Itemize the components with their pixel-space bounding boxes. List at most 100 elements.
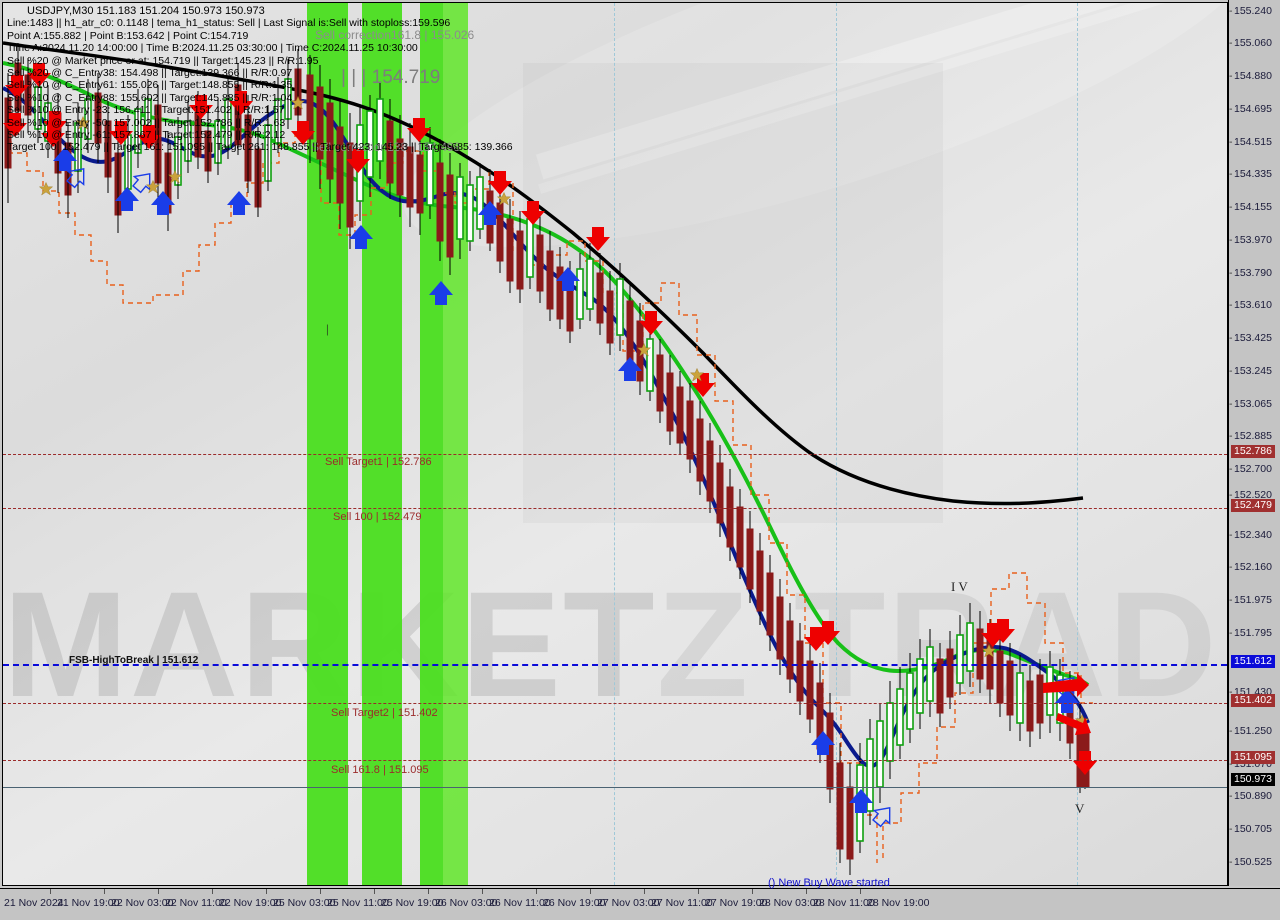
price-tick: -155.060 bbox=[1229, 37, 1272, 49]
day-separator bbox=[1077, 3, 1078, 885]
price-tick: -154.880 bbox=[1229, 70, 1272, 82]
chart-info-overlay: USDJPY,M30 151.183 151.204 150.973 150.9… bbox=[7, 5, 513, 154]
level-label-sell-target1: Sell Target1 | 152.786 bbox=[325, 456, 432, 468]
price-tick: -153.425 bbox=[1229, 332, 1272, 344]
time-separator bbox=[428, 889, 429, 894]
time-tick: 26 Nov 19:00 bbox=[543, 897, 606, 909]
price-tick: -150.705 bbox=[1229, 823, 1272, 835]
float-label-entry-price: | | | 154.719 bbox=[341, 67, 441, 88]
time-separator bbox=[482, 889, 483, 894]
price-badge-sell-target2: 151.402 bbox=[1231, 694, 1275, 707]
level-line-sell-target1 bbox=[3, 454, 1227, 455]
level-line-fsb-hightobreak bbox=[3, 664, 1227, 666]
time-tick: 25 Nov 11:00 bbox=[327, 897, 389, 909]
time-separator bbox=[698, 889, 699, 894]
price-badge-fsb: 151.612 bbox=[1231, 655, 1275, 668]
time-tick: 27 Nov 19:00 bbox=[705, 897, 768, 909]
signal-arrows bbox=[3, 63, 1097, 828]
info-line-9: Sell %10 @ Entry -50: 157.002 || Target:… bbox=[7, 116, 286, 129]
day-separator bbox=[614, 3, 615, 885]
price-tick: -154.515 bbox=[1229, 136, 1272, 148]
time-separator bbox=[212, 889, 213, 894]
price-tick: -152.885 bbox=[1229, 430, 1272, 442]
time-separator bbox=[104, 889, 105, 894]
symbol-ohlc-line: USDJPY,M30 151.183 151.204 150.973 150.9… bbox=[27, 5, 265, 17]
info-line-4: Sell %20 @ Market price or at: 154.719 |… bbox=[7, 54, 319, 67]
level-line-current-price bbox=[3, 787, 1227, 788]
price-tick: -150.525 bbox=[1229, 856, 1272, 868]
price-tick: -151.975 bbox=[1229, 594, 1272, 606]
price-tick: -153.970 bbox=[1229, 234, 1272, 246]
price-tick: -152.700 bbox=[1229, 463, 1272, 475]
time-tick: 27 Nov 03:00 bbox=[597, 897, 660, 909]
level-label-sell-target2: Sell Target2 | 151.402 bbox=[331, 707, 438, 719]
info-line-8: Sell %10 @ Entry -23: 156.411 || Target:… bbox=[7, 104, 285, 117]
price-tick: -153.610 bbox=[1229, 299, 1272, 311]
price-tick: -150.890 bbox=[1229, 790, 1272, 802]
info-line-3: Time A:2024.11.20 14:00:00 | Time B:2024… bbox=[7, 42, 418, 55]
info-line-1: Line:1483 || h1_atr_c0: 0.1148 | tema_h1… bbox=[7, 17, 451, 30]
info-line-7: Sell %10 @ C_Entry88: 155.602 || Target:… bbox=[7, 91, 293, 104]
time-separator bbox=[266, 889, 267, 894]
time-tick: 28 Nov 03:00 bbox=[759, 897, 822, 909]
wave-marker-iv: I V bbox=[951, 579, 968, 594]
info-line-10: Sell %10 @ Entry -61: 157.867 || Target:… bbox=[7, 129, 286, 142]
info-line-2: Point A:155.882 | Point B:153.642 | Poin… bbox=[7, 29, 249, 42]
time-tick: 21 Nov 2024 bbox=[4, 897, 64, 909]
time-tick: 26 Nov 03:00 bbox=[435, 897, 498, 909]
price-tick: -153.065 bbox=[1229, 398, 1272, 410]
level-label-sell-100: Sell 100 | 152.479 bbox=[333, 511, 422, 523]
time-separator bbox=[320, 889, 321, 894]
price-tick: -151.795 bbox=[1229, 627, 1272, 639]
wave-marker-v: V bbox=[1075, 801, 1085, 816]
time-separator bbox=[752, 889, 753, 894]
time-separator bbox=[806, 889, 807, 894]
price-badge-sell-target1: 152.786 bbox=[1231, 445, 1275, 458]
price-tick: -153.245 bbox=[1229, 365, 1272, 377]
wave-marker-i: | bbox=[326, 321, 329, 336]
time-separator bbox=[860, 889, 861, 894]
price-tick: -152.520 bbox=[1229, 489, 1272, 501]
level-line-sell-1618 bbox=[3, 760, 1227, 761]
time-separator bbox=[50, 889, 51, 894]
info-line-5: Sell %20 @ C_Entry38: 154.498 || Target:… bbox=[7, 67, 293, 80]
time-separator bbox=[536, 889, 537, 894]
price-tick: -152.340 bbox=[1229, 529, 1272, 541]
time-separator bbox=[590, 889, 591, 894]
time-tick: 28 Nov 11:00 bbox=[813, 897, 875, 909]
candles-left bbox=[4, 43, 302, 233]
price-tick: -153.790 bbox=[1229, 267, 1272, 279]
candles-mid bbox=[306, 55, 884, 875]
time-tick: 27 Nov 11:00 bbox=[651, 897, 713, 909]
level-label-sell-1618: Sell 161.8 | 151.095 bbox=[331, 764, 429, 776]
time-tick: 25 Nov 19:00 bbox=[381, 897, 444, 909]
chart-plot-area[interactable]: MARKETZ TRADE bbox=[2, 2, 1228, 886]
float-label-sell-correction-138: Sell correction138 | 154.498 bbox=[311, 140, 461, 154]
level-line-sell-100 bbox=[3, 508, 1227, 509]
price-tick: -155.240 bbox=[1229, 5, 1272, 17]
time-tick: 22 Nov 11:00 bbox=[165, 897, 227, 909]
price-tick: -154.155 bbox=[1229, 201, 1272, 213]
info-line-6: Sell %10 @ C_Entry61: 155.026 || Target:… bbox=[7, 79, 293, 92]
info-line-11: Target 100: 152.479 || Target 161: 151.0… bbox=[7, 141, 513, 154]
price-tick: -152.160 bbox=[1229, 561, 1272, 573]
time-tick: 21 Nov 19:00 bbox=[57, 897, 120, 909]
price-badge-current-price: 150.973 bbox=[1231, 773, 1275, 786]
day-separator bbox=[836, 3, 837, 885]
time-tick: 28 Nov 19:00 bbox=[867, 897, 930, 909]
time-separator bbox=[158, 889, 159, 894]
price-tick: -154.695 bbox=[1229, 103, 1272, 115]
price-tick: -154.335 bbox=[1229, 168, 1272, 180]
time-separator bbox=[644, 889, 645, 894]
time-tick: 26 Nov 11:00 bbox=[489, 897, 551, 909]
float-label-sell-correction-1618: Sell correction161.8 | 155.026 bbox=[315, 28, 475, 42]
price-badge-sell-100: 152.479 bbox=[1231, 499, 1275, 512]
time-axis[interactable]: () New Buy Wave started 21 Nov 2024 21 N… bbox=[0, 877, 1280, 920]
price-badge-sell-1618: 151.095 bbox=[1231, 751, 1275, 764]
time-tick: 25 Nov 03:00 bbox=[273, 897, 336, 909]
level-line-sell-target2 bbox=[3, 703, 1227, 704]
price-axis[interactable]: -155.240 -155.060 -154.880 -154.695 -154… bbox=[1228, 0, 1280, 900]
new-buy-wave-note: () New Buy Wave started bbox=[768, 877, 890, 889]
time-tick: 22 Nov 03:00 bbox=[111, 897, 174, 909]
